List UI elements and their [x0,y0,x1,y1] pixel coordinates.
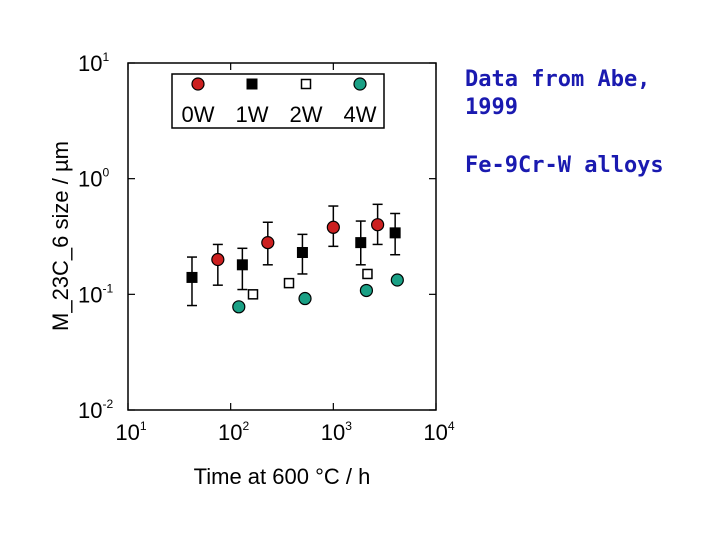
legend-marker [191,77,205,91]
legend-marker [353,77,367,91]
data-point-4w [298,291,312,306]
data-point-4w [390,273,404,287]
alloy-annotation: Fe-9Cr-W alloys [465,153,664,178]
y-tick-label: 100 [78,166,109,192]
data-point-2w [362,268,373,280]
source-annotation-line-1: Data from Abe, [465,67,651,92]
y-tick-label: 10-1 [78,281,114,307]
data-point-2w [247,289,259,300]
x-tick-label: 101 [115,419,146,445]
legend-label: 4W [344,102,377,127]
y-tick-label: 101 [78,50,109,76]
data-point-1w [296,246,308,258]
x-tick-label: 102 [218,419,249,445]
plot-frame [127,62,437,411]
data-point-2w [283,277,295,289]
x-tick-label: 103 [321,419,352,445]
legend-label: 2W [290,102,323,127]
data-point-4w [232,300,246,314]
source-annotation: Data from Abe, 1999 [465,66,650,122]
data-point-4w [359,283,374,298]
data-point-0w [371,218,385,232]
data-point-1w [236,259,248,271]
legend-marker [246,78,258,90]
x-axis-label: Time at 600 °C / h [194,464,371,489]
legend-marker [300,78,312,90]
source-annotation-line-2: 1999 [465,95,518,120]
data-point-0w [261,236,275,250]
legend-label: 1W [236,102,269,127]
data-point-1w [186,271,198,283]
y-axis-label: M_23C_6 size / µm [48,141,73,331]
data-point-0w [326,220,340,234]
y-tick-label: 10-2 [78,397,114,423]
data-point-1w [355,237,367,249]
data-point-0w [211,252,225,267]
data-point-1w [389,227,401,239]
legend-label: 0W [182,102,215,127]
legend-box [171,73,385,129]
x-tick-label: 104 [423,419,454,445]
